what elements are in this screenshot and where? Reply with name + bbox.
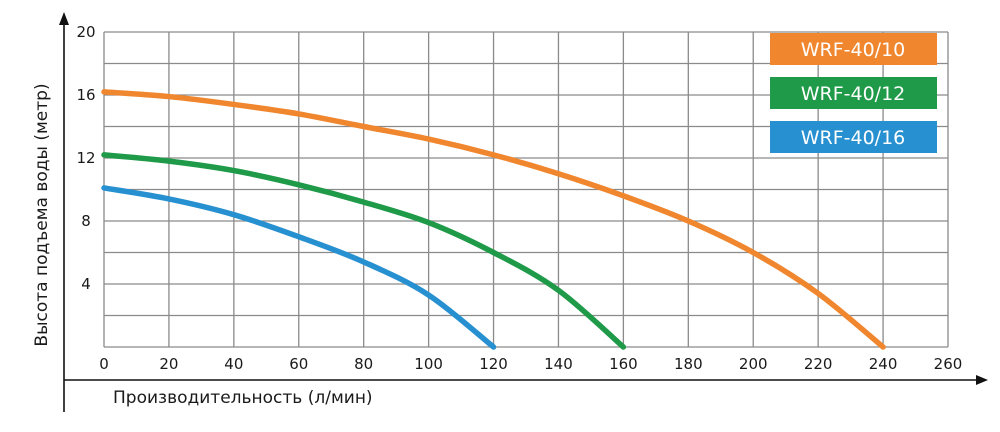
legend-swatch-wrf-40-12 [770, 77, 937, 109]
x-tick-label: 100 [414, 355, 443, 373]
y-tick-label: 20 [76, 23, 95, 41]
tick-labels: 0 20 40 60 80 100 120 140 160 180 200 220 240 260 4 8 12… [76, 23, 962, 373]
x-axis-arrow [976, 375, 988, 385]
x-tick-label: 220 [804, 355, 833, 373]
y-tick-label: 8 [81, 212, 91, 230]
series-line-wrf-40-12 [101, 152, 627, 350]
y-tick-label: 4 [81, 275, 91, 293]
legend-swatch-wrf-40-10 [770, 33, 937, 65]
x-tick-label: 200 [739, 355, 768, 373]
x-tick-label: 60 [289, 355, 308, 373]
x-tick-label: 160 [609, 355, 638, 373]
x-tick-label: 240 [869, 355, 898, 373]
series-line-wrf-40-16 [101, 185, 497, 350]
y-axis-arrow [59, 12, 69, 25]
series-line-wrf-40-10 [101, 89, 886, 350]
x-tick-label: 120 [479, 355, 508, 373]
x-tick-label: 20 [159, 355, 178, 373]
x-tick-label: 260 [934, 355, 963, 373]
series-layer [101, 89, 886, 350]
x-tick-label: 180 [674, 355, 703, 373]
x-axis-title: Производительность (л/мин) [113, 388, 373, 408]
x-tick-label: 40 [224, 355, 243, 373]
x-tick-label: 80 [354, 355, 373, 373]
axes [59, 12, 988, 412]
legend-label-wrf-40-16: WRF-40/16 [801, 127, 906, 149]
legend: WRF-40/10 WRF-40/12 WRF-40/16 [770, 33, 937, 153]
legend-swatch-wrf-40-16 [770, 121, 937, 153]
x-tick-label: 140 [544, 355, 573, 373]
y-tick-label: 12 [76, 149, 95, 167]
y-tick-label: 16 [76, 86, 95, 104]
y-axis-title: Высота подъема воды (метр) [32, 83, 52, 346]
legend-label-wrf-40-12: WRF-40/12 [801, 83, 906, 105]
legend-label-wrf-40-10: WRF-40/10 [801, 39, 906, 61]
x-tick-label: 0 [99, 355, 109, 373]
